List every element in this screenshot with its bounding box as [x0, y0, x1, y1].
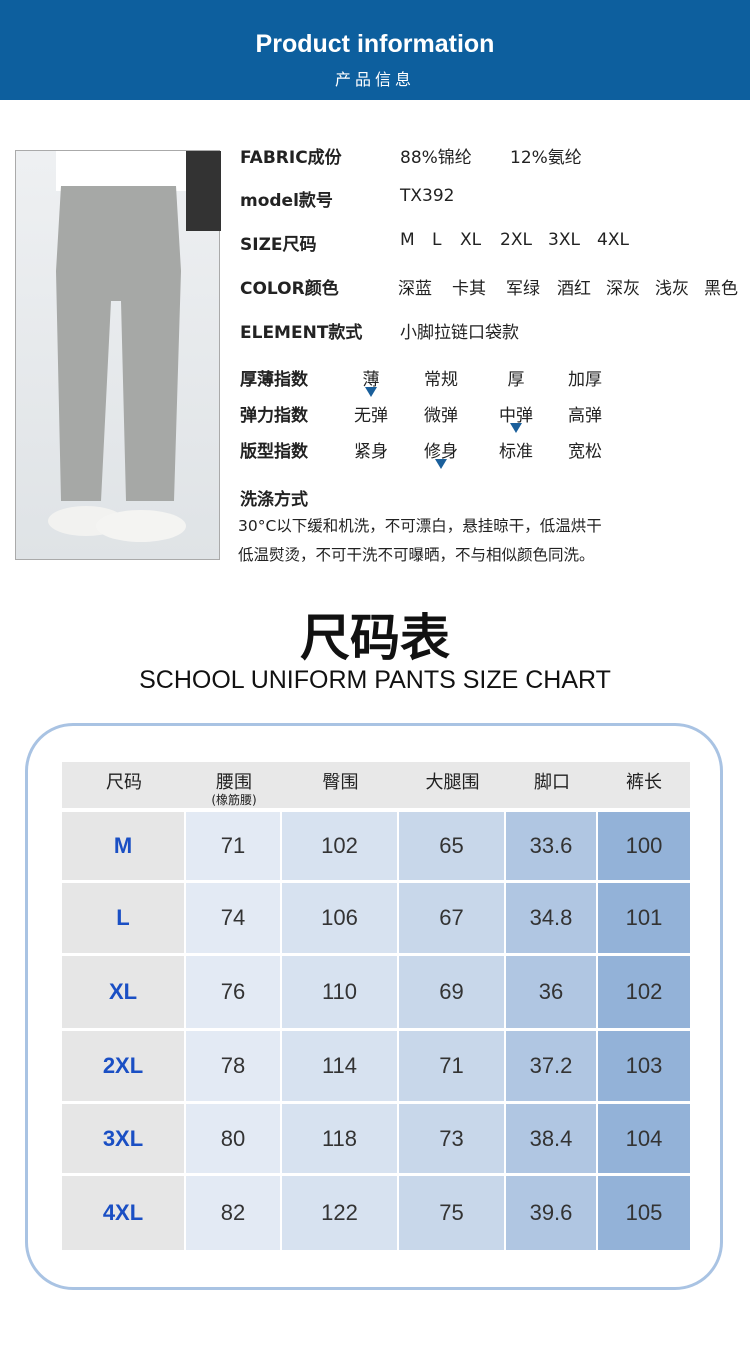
size-cell: 2XL [62, 1031, 184, 1101]
spec-value: 酒红 [557, 279, 591, 299]
spec-value: 军绿 [506, 279, 540, 299]
table-cell: 38.4 [506, 1104, 596, 1173]
banner-subtitle: 产品信息 [334, 70, 415, 89]
table-cell: 39.6 [506, 1176, 596, 1250]
spec-value: TX392 [400, 186, 455, 206]
header-text: 脚口 [534, 772, 570, 793]
table-cell: 36 [506, 956, 596, 1028]
table-cell: 118 [282, 1104, 397, 1173]
spec-value: XL [460, 230, 482, 250]
header-text: 大腿围 [425, 772, 480, 793]
spec-value: 深蓝 [398, 279, 432, 299]
table-cell: 104 [598, 1104, 690, 1173]
table-cell: 71 [399, 1031, 504, 1101]
index-option: 无弹 [354, 406, 388, 426]
table-cell: 106 [282, 883, 397, 953]
table-cell: 34.8 [506, 883, 596, 953]
spec-value: M [400, 230, 415, 250]
header-banner: Product information 产品信息 [0, 0, 750, 100]
table-cell: 73 [399, 1104, 504, 1173]
table-cell: 80 [186, 1104, 280, 1173]
table-cell: 100 [598, 812, 690, 880]
index-label: 厚薄指数 [240, 370, 308, 390]
spec-value: 小脚拉链口袋款 [400, 323, 519, 343]
index-label: 版型指数 [240, 442, 308, 462]
spec-value: 12%氨纶 [510, 148, 582, 168]
table-cell: 37.2 [506, 1031, 596, 1101]
spec-label: SIZE尺码 [240, 235, 317, 255]
table-header: 脚口 [506, 762, 598, 808]
index-option: 宽松 [568, 442, 602, 462]
size-table-frame [25, 723, 723, 1290]
table-cell: 78 [186, 1031, 280, 1101]
index-option: 标准 [499, 442, 533, 462]
spec-value: 88%锦纶 [400, 148, 472, 168]
wash-line-2: 低温熨烫，不可干洗不可曝晒，不与相似颜色同洗。 [238, 546, 595, 564]
header-text: 裤长 [626, 772, 662, 793]
table-cell: 122 [282, 1176, 397, 1250]
index-option: 中弹 [499, 406, 533, 426]
index-option: 微弹 [424, 406, 458, 426]
spec-value: 深灰 [606, 279, 640, 299]
size-cell: M [62, 812, 184, 880]
size-cell: 4XL [62, 1176, 184, 1250]
spec-label: model款号 [240, 191, 333, 211]
index-label: 弹力指数 [240, 406, 308, 426]
spec-label: ELEMENT款式 [240, 323, 363, 343]
index-option: 紧身 [354, 442, 388, 462]
size-cell: XL [62, 956, 184, 1028]
table-cell: 102 [598, 956, 690, 1028]
header-note: (橡筋腰) [211, 793, 257, 807]
table-cell: 114 [282, 1031, 397, 1101]
table-cell: 110 [282, 956, 397, 1028]
index-option: 高弹 [568, 406, 602, 426]
spec-value: 浅灰 [655, 279, 689, 299]
index-option: 修身 [424, 442, 458, 462]
table-cell: 69 [399, 956, 504, 1028]
spec-label: COLOR颜色 [240, 279, 339, 299]
header-text: 腰围 [216, 772, 252, 793]
selected-marker-icon [365, 387, 377, 397]
header-text: 尺码 [106, 772, 142, 793]
table-header: 大腿围 [399, 762, 506, 808]
wash-line-1: 30°C以下缓和机洗，不可漂白，悬挂晾干，低温烘干 [238, 517, 602, 535]
table-cell: 105 [598, 1176, 690, 1250]
spec-value: 卡其 [452, 279, 486, 299]
size-cell: 3XL [62, 1104, 184, 1173]
index-option: 加厚 [568, 370, 602, 390]
table-cell: 71 [186, 812, 280, 880]
table-cell: 65 [399, 812, 504, 880]
table-header: 尺码 [62, 762, 186, 808]
index-option: 常规 [424, 370, 458, 390]
product-photo [15, 150, 221, 560]
table-cell: 67 [399, 883, 504, 953]
index-option: 厚 [507, 370, 525, 390]
spec-value: 2XL [500, 230, 532, 250]
table-header: 腰围 (橡筋腰) [186, 762, 282, 808]
header-text: 臀围 [322, 772, 359, 793]
spec-label: FABRIC成份 [240, 148, 342, 168]
selected-marker-icon [510, 423, 522, 433]
table-cell: 76 [186, 956, 280, 1028]
selected-marker-icon [435, 459, 447, 469]
table-cell: 101 [598, 883, 690, 953]
spec-value: L [432, 230, 442, 250]
table-cell: 102 [282, 812, 397, 880]
banner-title: Product information [255, 30, 495, 58]
wash-title: 洗涤方式 [240, 490, 308, 510]
table-header: 裤长 [598, 762, 690, 808]
table-cell: 33.6 [506, 812, 596, 880]
table-header: 臀围 [282, 762, 399, 808]
table-cell: 75 [399, 1176, 504, 1250]
table-cell: 74 [186, 883, 280, 953]
table-cell: 103 [598, 1031, 690, 1101]
spec-value: 4XL [597, 230, 629, 250]
size-cell: L [62, 883, 184, 953]
size-chart-subtitle: SCHOOL UNIFORM PANTS SIZE CHART [139, 666, 611, 694]
spec-value: 3XL [548, 230, 580, 250]
index-option: 薄 [362, 370, 380, 390]
size-chart-title: 尺码表 [300, 609, 450, 667]
table-cell: 82 [186, 1176, 280, 1250]
spec-value: 黑色 [704, 279, 738, 299]
